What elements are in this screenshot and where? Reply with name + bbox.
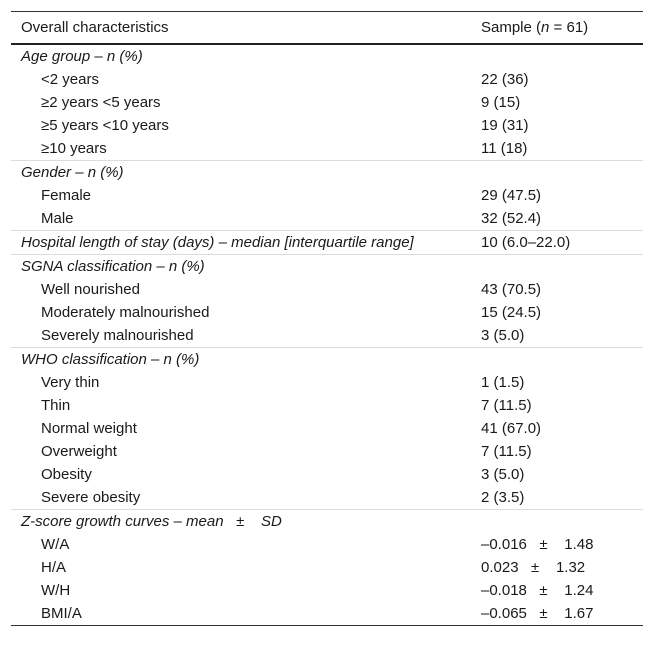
row-value: 15 (24.5) [481, 303, 542, 321]
top-rule [11, 11, 643, 12]
section-header: SGNA classification – n (%) [11, 255, 643, 278]
section-value: 10 (6.0–22.0) [481, 233, 571, 251]
table-row: ≥2 years <5 years 9 (15) [11, 91, 643, 114]
table-row: Very thin 1 (1.5) [11, 371, 643, 394]
row-label: Male [41, 209, 74, 227]
header-rule [11, 43, 643, 45]
row-value: 32 (52.4) [481, 209, 542, 227]
section-divider [11, 346, 643, 348]
section-divider [11, 508, 643, 510]
table-row: Overweight 7 (11.5) [11, 440, 643, 463]
row-label: ≥5 years <10 years [41, 116, 169, 134]
row-value: 3 (5.0) [481, 465, 525, 483]
section-header: Gender – n (%) [11, 161, 643, 184]
table-row: Obesity 3 (5.0) [11, 463, 643, 486]
row-label: W/A [41, 535, 70, 553]
table-row: ≥5 years <10 years 19 (31) [11, 114, 643, 137]
row-label: Severe obesity [41, 488, 141, 506]
table-row: Severe obesity 2 (3.5) [11, 486, 643, 509]
section-header: Z-score growth curves – mean ± SD [11, 510, 643, 533]
row-value: 22 (36) [481, 70, 529, 88]
section-header: Hospital length of stay (days) – median … [11, 231, 643, 254]
row-label: Overweight [41, 442, 117, 460]
row-value: 43 (70.5) [481, 280, 542, 298]
row-label: Thin [41, 396, 71, 414]
section-header: Age group – n (%) [11, 45, 643, 68]
table-body: Age group – n (%) <2 years 22 (36) ≥2 years… [11, 45, 643, 625]
table-row: Moderately malnourished 15 (24.5) [11, 301, 643, 324]
row-label: Severely malnourished [41, 326, 194, 344]
bottom-rule [11, 624, 643, 626]
section-title: SGNA classification – n (%) [21, 257, 205, 275]
row-label: Obesity [41, 465, 92, 483]
row-label: Moderately malnourished [41, 303, 210, 321]
row-label: H/A [41, 558, 67, 576]
header-col2: Sample (n = 61) [481, 19, 589, 36]
table-row: W/A –0.016 ± 1.48 [11, 533, 643, 556]
table-row: BMI/A –0.065 ± 1.67 [11, 602, 643, 625]
row-value: 0.023 ± 1.32 [481, 558, 586, 576]
section-header: WHO classification – n (%) [11, 348, 643, 371]
row-value: 2 (3.5) [481, 488, 525, 506]
row-value: –0.065 ± 1.67 [481, 604, 594, 622]
table-row: H/A 0.023 ± 1.32 [11, 556, 643, 579]
row-value: 3 (5.0) [481, 326, 525, 344]
row-value: 11 (18) [481, 139, 528, 157]
section-title: Z-score growth curves – mean ± SD [21, 512, 282, 530]
row-value: 1 (1.5) [481, 373, 525, 391]
row-value: 7 (11.5) [481, 396, 532, 414]
row-value: 9 (15) [481, 93, 521, 111]
row-label: Normal weight [41, 419, 137, 437]
table-row: Severely malnourished 3 (5.0) [11, 324, 643, 347]
row-value: 41 (67.0) [481, 419, 542, 437]
row-value: –0.018 ± 1.24 [481, 581, 594, 599]
row-label: W/H [41, 581, 71, 599]
table-row: Well nourished 43 (70.5) [11, 278, 643, 301]
table-row: Normal weight 41 (67.0) [11, 417, 643, 440]
row-label: <2 years [41, 70, 99, 88]
characteristics-table: Overall characteristics Sample (n = 61) … [11, 11, 643, 626]
section-title: Gender – n (%) [21, 163, 124, 181]
row-label: ≥10 years [41, 139, 107, 157]
header-col1: Overall characteristics [21, 19, 169, 36]
table-row: <2 years 22 (36) [11, 68, 643, 91]
row-value: 29 (47.5) [481, 186, 542, 204]
table-row: ≥10 years 11 (18) [11, 137, 643, 160]
section-divider [11, 229, 643, 231]
row-label: Very thin [41, 373, 100, 391]
section-title: WHO classification – n (%) [21, 350, 200, 368]
row-label: BMI/A [41, 604, 82, 622]
row-label: Female [41, 186, 92, 204]
section-title: Hospital length of stay (days) – median … [21, 233, 414, 251]
row-value: –0.016 ± 1.48 [481, 535, 594, 553]
row-value: 19 (31) [481, 116, 529, 134]
row-value: 7 (11.5) [481, 442, 532, 460]
table-row: Thin 7 (11.5) [11, 394, 643, 417]
table-row: Male 32 (52.4) [11, 207, 643, 230]
section-divider [11, 253, 643, 255]
table-header: Overall characteristics Sample (n = 61) [11, 12, 643, 43]
section-title: Age group – n (%) [21, 47, 143, 65]
table-row: W/H –0.018 ± 1.24 [11, 579, 643, 602]
row-label: ≥2 years <5 years [41, 93, 161, 111]
section-divider [11, 159, 643, 161]
row-label: Well nourished [41, 280, 140, 298]
table-row: Female 29 (47.5) [11, 184, 643, 207]
